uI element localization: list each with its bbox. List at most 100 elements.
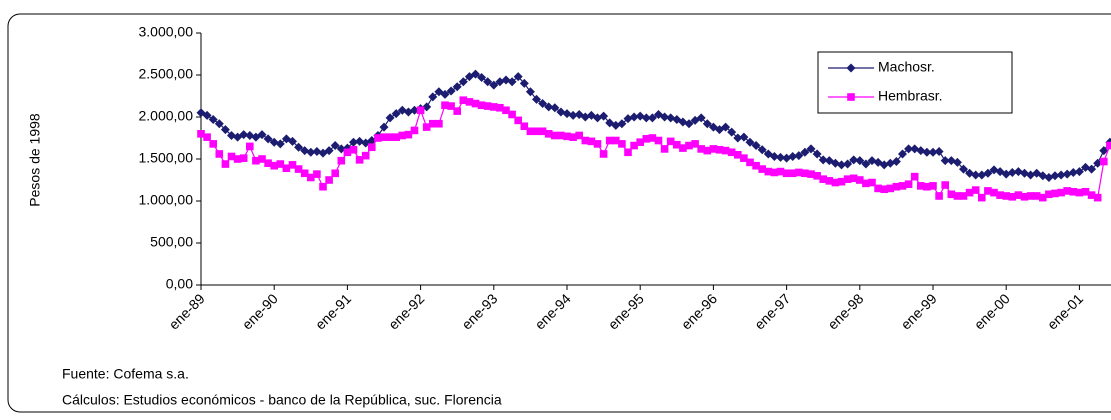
point	[282, 164, 291, 173]
point	[563, 132, 571, 141]
point	[782, 169, 791, 178]
point	[550, 103, 560, 113]
point	[825, 177, 834, 185]
point	[465, 98, 474, 106]
point	[1106, 141, 1111, 150]
point	[1093, 158, 1103, 168]
point	[941, 181, 949, 189]
point	[758, 165, 766, 173]
point	[660, 112, 670, 122]
point	[471, 69, 480, 79]
point	[257, 130, 267, 140]
point	[392, 133, 400, 141]
point	[203, 133, 211, 141]
point	[837, 177, 846, 186]
point	[221, 160, 230, 168]
series	[196, 69, 1111, 182]
point	[642, 135, 651, 143]
point	[843, 159, 853, 169]
point	[519, 78, 529, 88]
point	[660, 145, 669, 153]
point	[923, 182, 931, 191]
point	[769, 151, 779, 161]
point	[532, 94, 541, 104]
point	[507, 77, 517, 87]
point	[702, 119, 712, 129]
point	[910, 172, 919, 181]
point	[904, 180, 913, 188]
point	[886, 184, 895, 193]
point	[684, 119, 694, 129]
point	[1069, 187, 1078, 196]
point	[764, 167, 773, 176]
point	[953, 192, 962, 200]
point	[258, 155, 266, 163]
y-tick-label: 1.500,00	[139, 150, 194, 166]
point	[813, 172, 821, 180]
point	[892, 182, 901, 191]
point	[275, 139, 285, 149]
point	[197, 130, 205, 138]
point	[847, 93, 855, 101]
point	[971, 186, 980, 194]
point	[325, 176, 333, 184]
point	[380, 133, 388, 141]
point	[703, 146, 712, 155]
point	[874, 184, 882, 193]
point	[477, 101, 486, 110]
point	[490, 103, 498, 111]
point	[1007, 167, 1017, 177]
point	[477, 73, 487, 83]
point	[647, 113, 657, 123]
point	[959, 192, 968, 200]
series	[197, 96, 1111, 202]
point	[391, 109, 401, 119]
point	[532, 127, 541, 136]
point	[849, 174, 858, 183]
point	[696, 113, 706, 123]
point	[246, 142, 254, 151]
point	[709, 145, 718, 153]
y-tick-label: 2.000,00	[139, 108, 194, 124]
point	[581, 136, 590, 145]
point	[1002, 192, 1010, 200]
point	[612, 136, 620, 145]
point	[568, 110, 578, 120]
y-axis-title: Pesos de 1998	[27, 113, 43, 207]
point	[361, 151, 370, 160]
point	[569, 133, 577, 141]
point	[721, 122, 731, 132]
point	[343, 148, 352, 157]
point	[733, 133, 743, 143]
point	[959, 164, 968, 174]
point	[538, 99, 548, 109]
point	[788, 151, 798, 161]
legend-label: Machosr.	[878, 59, 935, 75]
point	[807, 170, 815, 178]
point	[496, 103, 504, 112]
point	[861, 159, 871, 169]
point	[551, 131, 559, 140]
point	[330, 141, 340, 151]
point	[605, 136, 614, 145]
point	[1087, 191, 1096, 199]
point	[313, 170, 321, 178]
point	[971, 170, 981, 180]
point	[1045, 190, 1053, 199]
point	[928, 147, 938, 157]
point	[806, 144, 816, 154]
point	[812, 149, 822, 159]
point	[288, 161, 297, 169]
point	[452, 82, 462, 92]
point	[441, 101, 449, 110]
point	[776, 167, 785, 176]
point	[209, 140, 217, 148]
point	[898, 149, 907, 159]
point	[526, 127, 535, 136]
legend-label: Hembrasr.	[878, 88, 943, 104]
point	[666, 137, 675, 146]
point	[800, 147, 810, 157]
point	[300, 169, 309, 178]
point	[1050, 171, 1060, 181]
